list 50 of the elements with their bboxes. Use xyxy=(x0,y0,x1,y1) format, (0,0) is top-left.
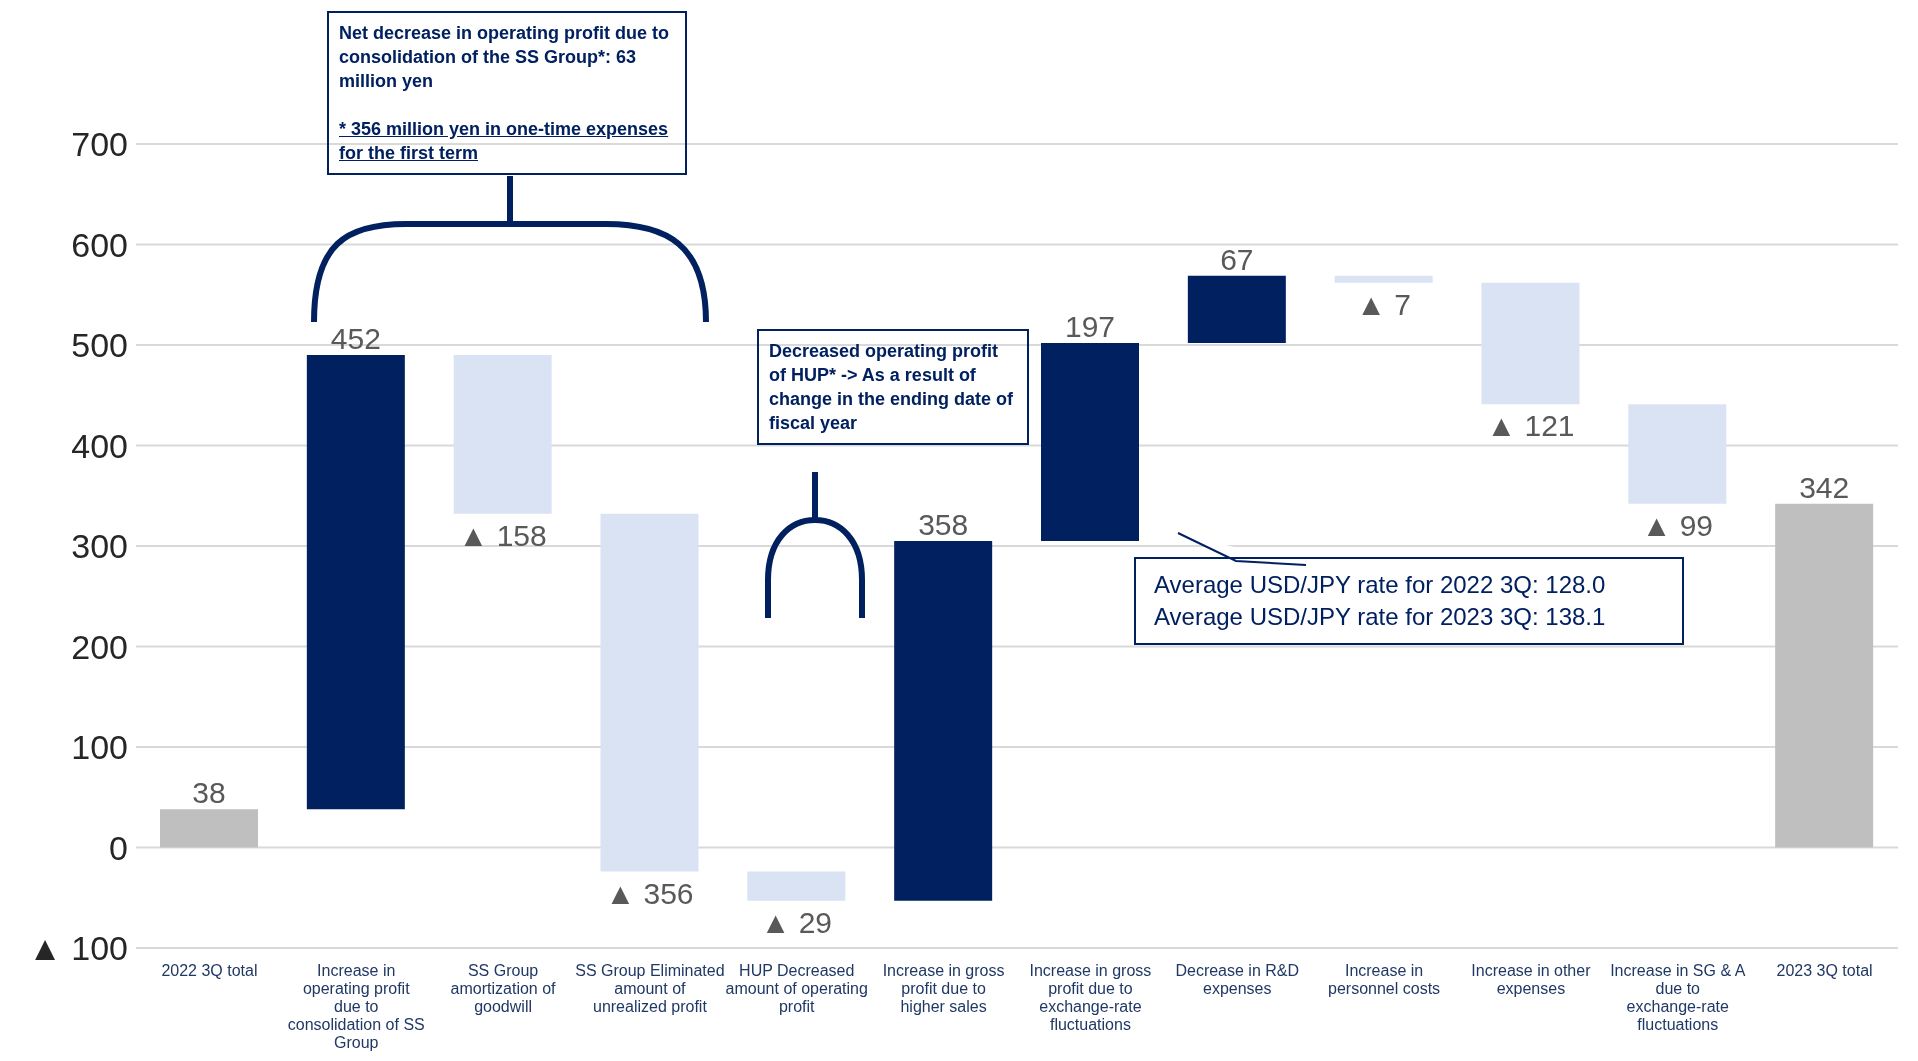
bar xyxy=(306,355,405,810)
bar xyxy=(1628,404,1727,504)
x-tick-label: Increase in gross profit due to higher sales xyxy=(882,962,1005,1015)
y-tick-label: 200 xyxy=(71,627,128,666)
bar xyxy=(894,540,993,901)
x-tick-label: Decrease in R&D expenses xyxy=(1175,962,1300,997)
bar xyxy=(453,355,552,514)
annotation: * 356 million yen in one-time expenses for the first term xyxy=(339,118,670,165)
data-label: ▲ 158 xyxy=(458,518,547,552)
y-tick-label: 100 xyxy=(71,728,128,767)
bar xyxy=(1334,275,1433,283)
x-tick-label: HUP Decreased amount of operating profit xyxy=(725,962,868,1015)
bar xyxy=(600,513,699,872)
data-label: ▲ 121 xyxy=(1486,409,1575,443)
bar xyxy=(1775,503,1874,848)
y-tick-label: 0 xyxy=(109,828,128,867)
text: Net decrease in operating profit due to consolidation of the SS Group*: 63 million yen xyxy=(339,22,671,93)
y-tick-label: ▲ 100 xyxy=(28,929,128,968)
data-label: ▲ 99 xyxy=(1641,508,1714,542)
annotation: Average USD/JPY rate for 2023 3Q: 138.1 xyxy=(1154,602,1607,632)
x-tick-label: 2022 3Q total xyxy=(161,962,258,979)
x-tick-label: 2023 3Q total xyxy=(1776,962,1873,979)
bar xyxy=(1481,282,1580,405)
data-label: 452 xyxy=(330,322,381,356)
x-tick-label: Increase in other expenses xyxy=(1471,962,1592,997)
data-label: 38 xyxy=(192,776,226,810)
data-label: 67 xyxy=(1220,242,1254,276)
annotation: Decreased operating profit of HUP* -> As a result of change in the ending date of fiscal year xyxy=(757,329,1029,445)
data-label: 358 xyxy=(918,507,969,541)
y-tick-label: 700 xyxy=(71,125,128,164)
x-tick-label: Increase in gross profit due to exchange-rate fluctuations xyxy=(1029,962,1152,1033)
x-tick-label: Increase in personnel costs xyxy=(1328,962,1441,997)
bar xyxy=(1041,342,1139,541)
data-label: ▲ 356 xyxy=(605,876,694,910)
data-label: ▲ 29 xyxy=(760,905,833,939)
bar xyxy=(747,871,846,901)
x-tick-label: SS Group Eliminated amount of unrealized profit xyxy=(575,962,725,1015)
x-tick-label: Increase in SG & A due to exchange-rate fluctuations xyxy=(1610,962,1746,1033)
data-label: 342 xyxy=(1799,470,1850,504)
y-tick-label: 300 xyxy=(71,527,128,566)
data-label: 197 xyxy=(1064,309,1116,343)
x-tick-label: SS Group amortization of goodwill xyxy=(450,962,557,1015)
bar xyxy=(160,809,258,848)
y-tick-label: 600 xyxy=(71,225,128,264)
y-tick-label: 500 xyxy=(71,326,128,365)
x-tick-label: Increase in operating profit due to consolidation of SS Group xyxy=(287,962,425,1051)
bar xyxy=(1187,275,1286,343)
annotation: Average USD/JPY rate for 2022 3Q: 128.0 xyxy=(1154,570,1607,600)
y-tick-label: 400 xyxy=(71,426,128,465)
data-label: ▲ 7 xyxy=(1356,287,1412,321)
